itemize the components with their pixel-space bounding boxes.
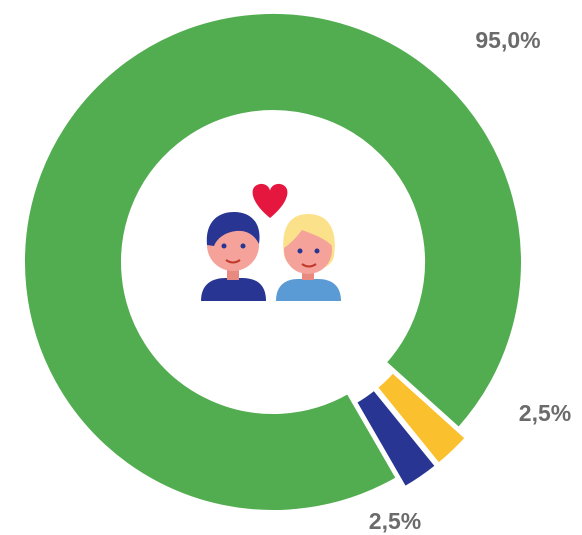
slice-label: 2,5%: [519, 400, 571, 426]
donut-slice: [21, 9, 526, 514]
donut-slice: [352, 385, 440, 492]
slice-label: 95,0%: [475, 27, 540, 53]
donut: [21, 9, 526, 514]
slice-label: 2,5%: [369, 508, 421, 534]
couple-icon: [201, 183, 341, 301]
